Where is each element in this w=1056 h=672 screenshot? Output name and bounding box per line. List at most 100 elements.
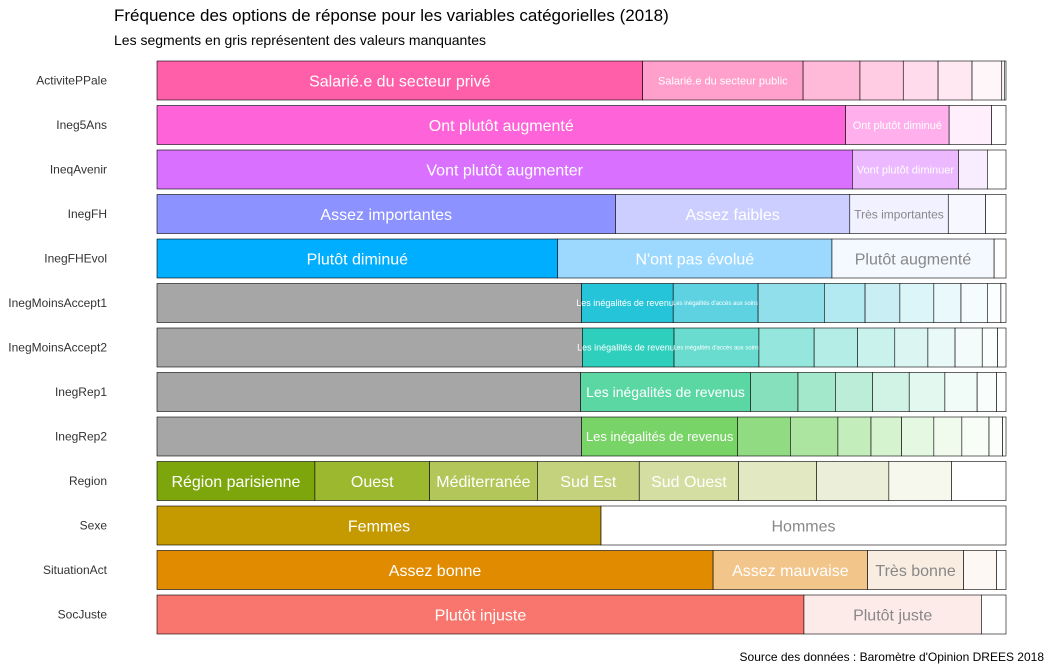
segment-label: Assez faibles bbox=[685, 207, 779, 224]
bar-segment bbox=[790, 416, 839, 457]
segment-label: Les inégalités d'accès aux soins bbox=[673, 301, 759, 307]
bar-segment bbox=[615, 194, 851, 234]
bar-segment bbox=[824, 283, 866, 323]
bar-segment bbox=[1002, 416, 1007, 457]
segment-label: Très bonne bbox=[875, 563, 955, 580]
bar-segment bbox=[927, 327, 956, 368]
segment-label: Région parisienne bbox=[171, 474, 300, 491]
bar-segment bbox=[537, 461, 640, 501]
bar-segment bbox=[991, 105, 1007, 145]
bar-segment bbox=[976, 372, 997, 412]
y-tick-label: IneqAvenir bbox=[50, 163, 107, 177]
bar-segment bbox=[951, 461, 1007, 501]
bar-segment bbox=[314, 461, 430, 501]
segment-label: N'ont pas évolué bbox=[635, 251, 754, 268]
y-tick-label: InegRep1 bbox=[55, 385, 107, 399]
bar-segment bbox=[996, 550, 1007, 590]
bar-segment bbox=[996, 372, 1007, 412]
segment-label: Sud Est bbox=[560, 474, 617, 491]
y-tick-label: InegFHEvol bbox=[44, 252, 107, 266]
bar-segment bbox=[156, 505, 602, 546]
bar-segment bbox=[963, 550, 997, 590]
bar-segment bbox=[845, 105, 950, 145]
bar-segment bbox=[750, 372, 799, 412]
bar-segment bbox=[581, 283, 674, 323]
y-tick-label: SocJuste bbox=[58, 608, 108, 622]
bar-segment bbox=[937, 60, 973, 101]
segment-label: Les inégalités d'accès aux soins bbox=[674, 346, 760, 352]
bar-segment bbox=[580, 372, 751, 412]
bar-segment bbox=[988, 416, 1003, 457]
segment-label: Les inégalités de revenus bbox=[576, 298, 679, 308]
bar-segment bbox=[971, 60, 1003, 101]
segment-label: Plutôt juste bbox=[853, 607, 932, 624]
bar-segment bbox=[156, 149, 853, 190]
bar-segment bbox=[156, 60, 643, 101]
segment-label: Femmes bbox=[348, 518, 410, 535]
bar-segment bbox=[156, 327, 583, 368]
bar-segment bbox=[429, 461, 538, 501]
bar-segment bbox=[899, 283, 935, 323]
bar-segment bbox=[673, 327, 760, 368]
bar-segment bbox=[894, 327, 929, 368]
bar-segment bbox=[557, 238, 833, 279]
segment-label: Salarié.e du secteur public bbox=[658, 75, 788, 87]
y-tick-label: Sexe bbox=[80, 519, 108, 533]
y-tick-label: InegFH bbox=[68, 207, 107, 221]
bar-segment bbox=[872, 372, 910, 412]
segment-label: Assez bonne bbox=[389, 563, 482, 580]
bar-segment bbox=[1003, 60, 1007, 101]
segment-label: Les inégalités de revenus bbox=[577, 343, 680, 353]
segment-label: Hommes bbox=[772, 518, 836, 535]
bar-segment bbox=[802, 60, 861, 101]
bar-segment bbox=[870, 416, 902, 457]
bar-segment bbox=[156, 594, 805, 635]
segment-label: Plutôt injuste bbox=[435, 607, 527, 624]
bar-segment bbox=[933, 283, 962, 323]
bar-segment bbox=[981, 327, 998, 368]
bar-segment bbox=[737, 416, 791, 457]
bar-segment bbox=[156, 550, 714, 590]
segment-label: Plutôt diminué bbox=[307, 251, 408, 268]
bar-segment bbox=[960, 283, 988, 323]
bar-segment bbox=[867, 550, 964, 590]
segment-label: Sud Ouest bbox=[651, 474, 727, 491]
chart-subtitle: Les segments en gris représentent des va… bbox=[114, 32, 486, 48]
bar-segment bbox=[831, 238, 995, 279]
bar-segment bbox=[797, 372, 836, 412]
bar-segment bbox=[156, 283, 582, 323]
bar-segment bbox=[985, 194, 1007, 234]
y-tick-label: Ineg5Ans bbox=[56, 118, 107, 132]
bar-segment bbox=[997, 327, 1007, 368]
bar-segment bbox=[738, 461, 817, 501]
bar-segment bbox=[156, 372, 581, 412]
bar-segment bbox=[948, 105, 992, 145]
y-tick-label: Region bbox=[69, 474, 107, 488]
segment-label: Méditerranée bbox=[436, 474, 530, 491]
bar-segment bbox=[757, 283, 825, 323]
bar-segment bbox=[156, 194, 616, 234]
segment-label: Les inégalités de revenus bbox=[586, 384, 745, 400]
y-tick-label: InegRep2 bbox=[55, 430, 107, 444]
bar-segment bbox=[864, 283, 901, 323]
bar-segment bbox=[987, 149, 1007, 190]
bar-segment bbox=[156, 416, 582, 457]
y-tick-label: InegMoinsAccept2 bbox=[8, 341, 107, 355]
bar-segment bbox=[852, 149, 959, 190]
bar-segment bbox=[981, 594, 1007, 635]
bar-segment bbox=[1000, 283, 1007, 323]
bar-segment bbox=[156, 105, 846, 145]
bar-segment bbox=[902, 60, 939, 101]
segment-label: Vont plutôt augmenter bbox=[426, 162, 583, 179]
segment-label: Vont plutôt diminuer bbox=[857, 164, 955, 176]
bar-segment bbox=[758, 327, 815, 368]
bar-segment bbox=[835, 372, 874, 412]
chart-caption: Source des données : Baromètre d'Opinion… bbox=[739, 650, 1044, 664]
bar-segment bbox=[961, 416, 990, 457]
bar-segment bbox=[156, 238, 559, 279]
bar-segment bbox=[816, 461, 890, 501]
bar-segment bbox=[933, 416, 963, 457]
bar-segment bbox=[901, 416, 935, 457]
